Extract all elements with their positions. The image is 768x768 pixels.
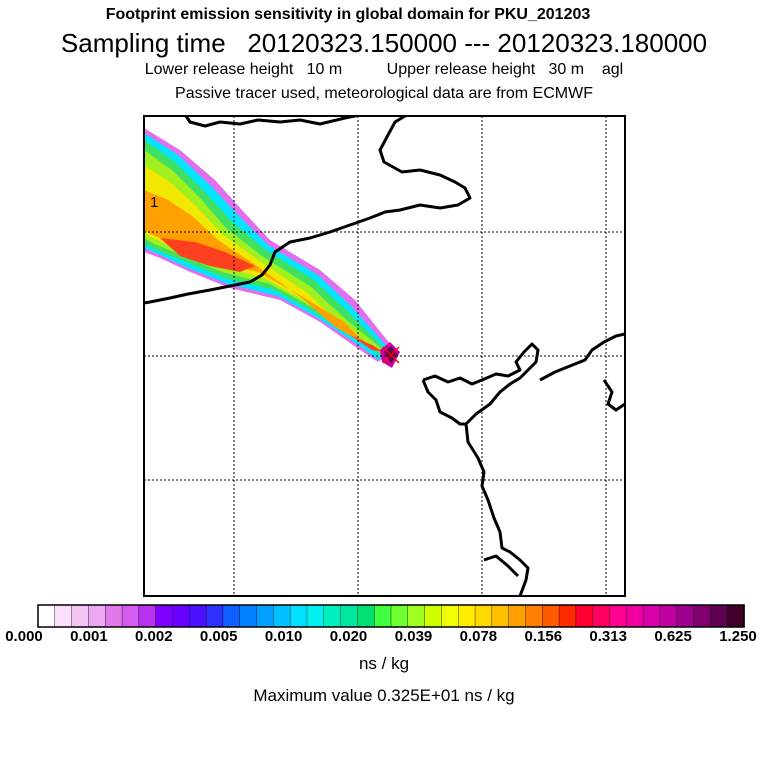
colorbar-tick-label: 0.313 [589, 628, 627, 645]
contour-label: 1 [150, 194, 158, 211]
colorbar-cell [525, 604, 543, 628]
colorbar-cell [441, 604, 459, 628]
colorbar-tick-label: 0.078 [459, 628, 498, 645]
colorbar-tick-label: 0.156 [524, 628, 563, 645]
colorbar-tick-label: 1.250 [719, 628, 757, 645]
colorbar-cell [323, 604, 342, 628]
colorbar-cell [71, 604, 90, 628]
colorbar-cell [542, 604, 560, 628]
colorbar-cell [155, 604, 174, 628]
colorbar-cell [239, 604, 258, 628]
colorbar-cell [172, 604, 190, 628]
colorbar-tick-label: 0.625 [654, 628, 692, 645]
colorbar-cell [710, 604, 728, 628]
colorbar-cell [222, 604, 241, 628]
colorbar-cell [592, 604, 611, 628]
colorbar-cells [37, 604, 745, 628]
colorbar-cell [693, 604, 712, 628]
colorbar-cell [659, 604, 678, 628]
tracer-note: Passive tracer used, meteorological data… [175, 85, 593, 102]
colorbar-cell [273, 604, 291, 628]
colorbar-cell [54, 604, 73, 628]
colorbar-cell [357, 604, 375, 628]
colorbar-tick-label: 0.001 [70, 628, 108, 645]
colorbar-cell [390, 604, 409, 628]
colorbar-frame [37, 604, 745, 628]
colorbar-cell [88, 604, 106, 628]
colorbar-cell [373, 604, 392, 628]
colorbar-tick-label: 0.005 [199, 628, 238, 645]
colorbar-tick-label: 0.010 [264, 628, 303, 645]
grid-lines [144, 116, 625, 596]
colorbar-cell [105, 604, 123, 628]
colorbar-cell [138, 604, 157, 628]
sampling-time: Sampling time 20120323.150000 --- 201203… [60, 28, 708, 58]
colorbar-cell [558, 604, 577, 628]
colorbar-cell [474, 604, 493, 628]
colorbar-cell [340, 604, 359, 628]
colorbar-cell [37, 604, 56, 628]
colorbar-tick-label: 0.039 [394, 628, 433, 645]
colorbar-cell [575, 604, 594, 628]
colorbar-cell [626, 604, 644, 628]
colorbar-cell [642, 604, 661, 628]
colorbar-cell [289, 604, 308, 628]
colorbar-cell [508, 604, 527, 628]
colorbar-cell [726, 604, 745, 628]
colorbar-tick-label: 0.002 [135, 628, 173, 645]
coastline [144, 116, 625, 596]
x-icon [382, 346, 400, 364]
colorbar-cell [458, 604, 476, 628]
colorbar-cell [609, 604, 628, 628]
colorbar-cell [306, 604, 325, 628]
map-frame [143, 115, 626, 597]
map-title: Footprint emission sensitivity in global… [105, 6, 591, 23]
colorbar-cell [424, 604, 443, 628]
colorbar-cell [189, 604, 207, 628]
colorbar-cell [676, 604, 695, 628]
colorbar-tick-label: 0.020 [329, 628, 368, 645]
colorbar-cell [491, 604, 510, 628]
colorbar-cell [121, 604, 140, 628]
colorbar-unit: ns / kg [358, 654, 410, 673]
maximum-value: Maximum value 0.325E+01 ns / kg [253, 686, 515, 705]
colorbar-cell [205, 604, 224, 628]
colorbar-cell [407, 604, 426, 628]
colorbar-cell [256, 604, 275, 628]
colorbar-tick-label: 0.000 [5, 628, 43, 645]
release-heights: Lower release height 10 m Upper release … [144, 61, 624, 78]
